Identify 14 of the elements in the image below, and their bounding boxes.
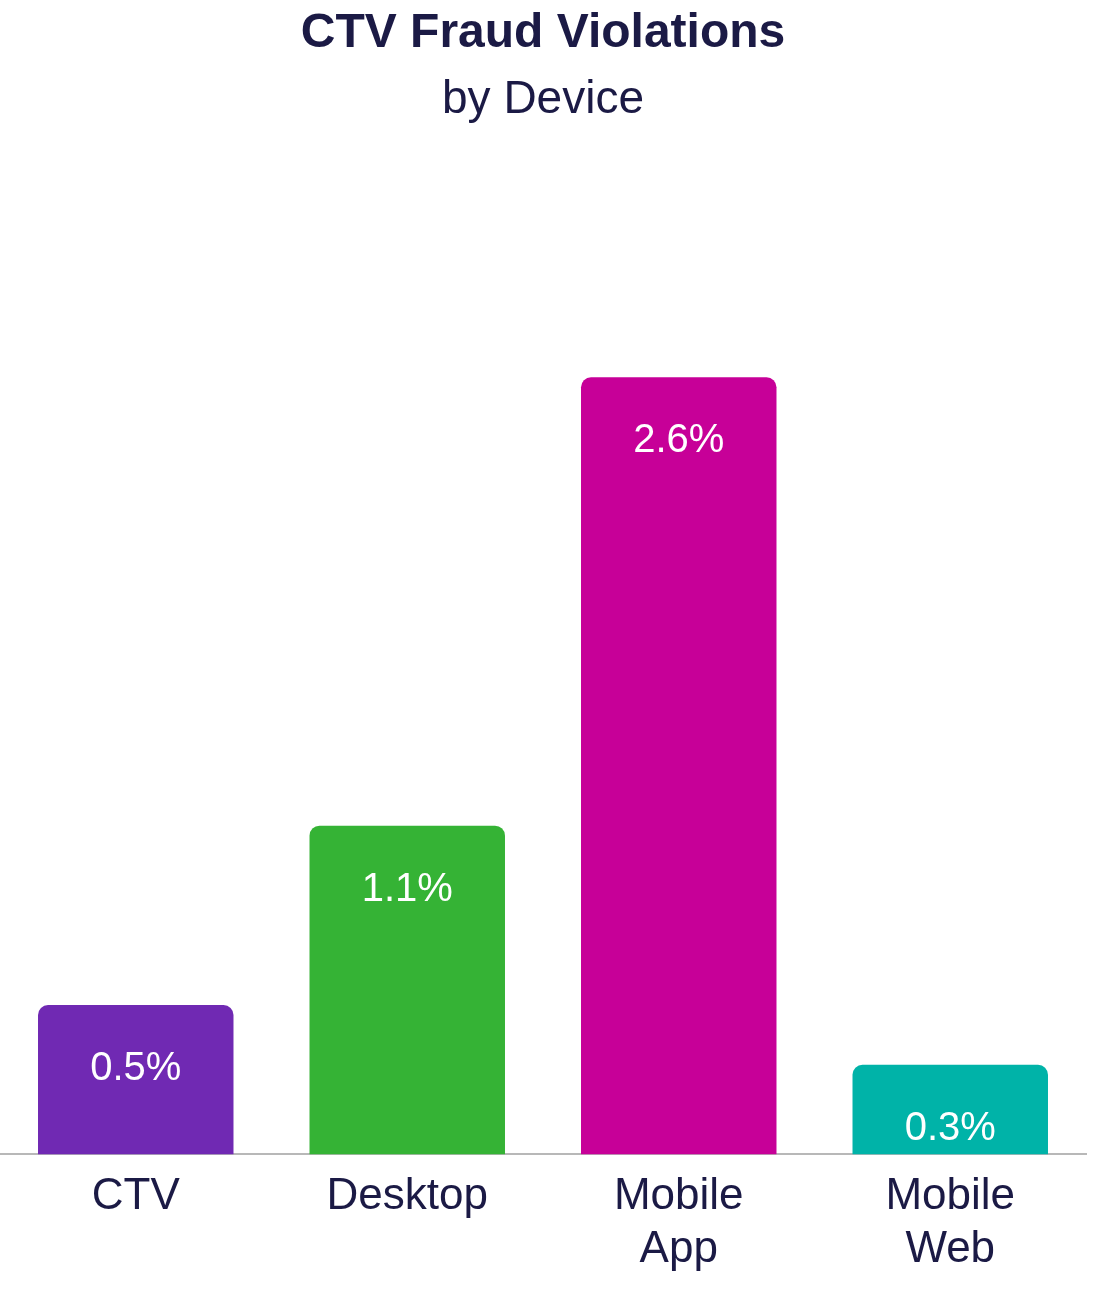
bar — [852, 1064, 1048, 1155]
x-tick-label: CTV — [91, 1168, 181, 1218]
x-tick-label: Mobile App — [613, 1168, 744, 1271]
chart-subtitle: by Device — [442, 70, 644, 123]
x-tick-label: Desktop — [326, 1168, 488, 1218]
data-label: 0.3% — [904, 1103, 996, 1148]
bar — [38, 1004, 234, 1155]
data-label: 1.1% — [361, 864, 453, 909]
chart-title: CTV Fraud Violations — [300, 4, 786, 58]
bar — [309, 825, 505, 1155]
x-tick-label: Mobile Web — [885, 1168, 1016, 1271]
data-label: 0.5% — [90, 1044, 182, 1088]
data-label: 2.6% — [633, 416, 725, 461]
bar — [581, 377, 777, 1155]
